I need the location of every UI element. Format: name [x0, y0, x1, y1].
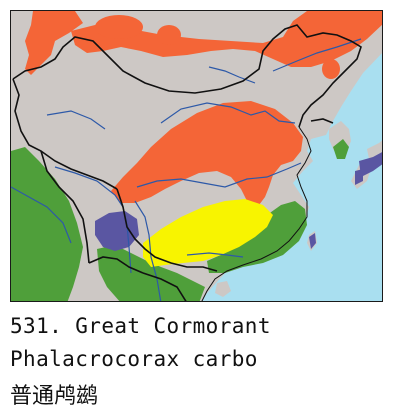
range-purple-kyushu: [355, 169, 363, 185]
river-pearl: [186, 252, 244, 258]
range-green-korea-coast: [333, 139, 349, 159]
species-number: 531.: [10, 314, 63, 338]
river-yellow: [160, 102, 296, 124]
chinese-name: 普通鸬鹚: [10, 384, 99, 409]
border-china-south: [116, 188, 218, 272]
border-china-north: [12, 24, 362, 128]
border-korea: [310, 118, 334, 124]
range-map: [10, 10, 383, 302]
range-orange-north-band: [71, 11, 382, 67]
scientific-name: Phalacrocorax carbo: [10, 347, 258, 371]
river-amur: [272, 38, 362, 72]
rivers: [11, 38, 362, 301]
common-name: Great Cormorant: [75, 314, 271, 338]
river-mekong: [134, 200, 162, 301]
river-northwest: [46, 110, 106, 130]
species-number-and-common-name: 531. Great Cormorant: [10, 314, 271, 338]
border-laos-vietnam: [142, 272, 187, 301]
border-india-nepal: [40, 150, 90, 264]
range-map-svg: [11, 11, 382, 301]
range-orange-central-arc: [111, 101, 303, 205]
range-green-southwest: [11, 147, 83, 301]
land-hainan: [215, 281, 231, 297]
river-yangtze: [136, 162, 302, 188]
borders: [12, 24, 362, 301]
range-yellow-south: [143, 199, 273, 267]
range-green-indochina: [97, 245, 205, 301]
range-orange-north-west: [25, 11, 83, 75]
coastline-east: [201, 126, 312, 301]
range-orange-blob-north: [95, 15, 143, 39]
range-purple-japan: [359, 152, 382, 177]
range-purple-taiwan: [309, 233, 316, 249]
river-brahmaputra: [54, 166, 124, 208]
range-green-southeast: [207, 201, 307, 273]
border-myanmar: [88, 256, 144, 274]
range-orange-blob-center: [157, 25, 181, 45]
range-orange-blob-east: [322, 59, 340, 79]
river-mongolia: [208, 66, 256, 84]
river-ganges: [11, 186, 72, 244]
